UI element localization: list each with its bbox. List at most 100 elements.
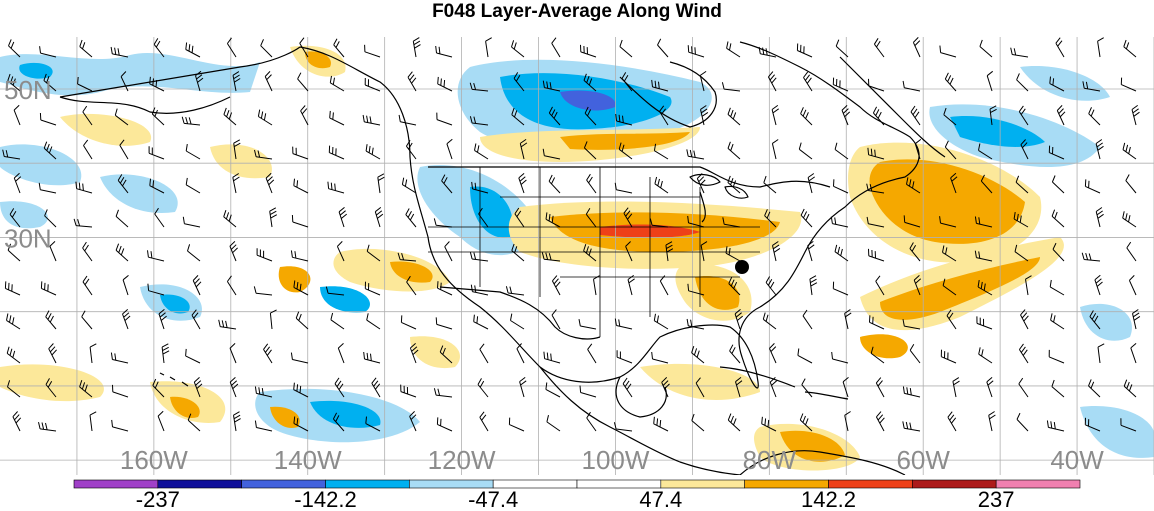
- wind-barb: [902, 421, 921, 432]
- wind-barb: [627, 274, 635, 296]
- wind-barb: [952, 377, 960, 398]
- wind-barb: [441, 174, 453, 194]
- wind-barb: [8, 39, 21, 58]
- wind-barb: [546, 414, 561, 432]
- wind-barb: [409, 411, 417, 432]
- wind-barb: [469, 252, 489, 262]
- wind-barb: [545, 212, 561, 228]
- wind-barb: [977, 280, 993, 296]
- wind-barb: [49, 241, 57, 262]
- wind-barb: [1123, 379, 1137, 398]
- wind-barb: [290, 250, 309, 262]
- wind-barb: [82, 241, 93, 262]
- wind-barb: [297, 72, 309, 92]
- wind-barb: [1095, 207, 1104, 228]
- wind-barb: [1018, 105, 1029, 126]
- wind-barb: [337, 343, 345, 364]
- wind-barb: [263, 343, 273, 364]
- wind-barb: [939, 45, 957, 58]
- wind-barb: [842, 377, 849, 398]
- wind-barb: [513, 72, 525, 92]
- wind-barb: [334, 377, 345, 398]
- wind-barb: [798, 142, 813, 160]
- wind-barb: [293, 416, 309, 432]
- wind-barb: [1089, 310, 1101, 330]
- wind-barb: [120, 71, 129, 92]
- wind-barb: [946, 309, 957, 330]
- wind-barb: [974, 250, 993, 262]
- wind-barb: [182, 216, 201, 228]
- colorbar-tick-label: -142.2: [294, 487, 356, 511]
- wind-barb: [695, 377, 705, 398]
- wind-barb: [473, 314, 489, 330]
- wind-barb: [518, 173, 527, 194]
- wind-barb: [39, 46, 57, 58]
- wind-barb: [437, 76, 453, 92]
- wind-barb: [265, 172, 275, 194]
- wind-barb: [654, 176, 669, 194]
- wind-barb: [187, 413, 201, 432]
- coastline-mexico-gulf: [615, 376, 667, 418]
- wind-barb: [1120, 77, 1137, 92]
- wind-barb: [914, 139, 922, 160]
- wind-barb: [583, 244, 597, 262]
- wind-barb: [398, 114, 417, 126]
- wind-barb: [226, 37, 237, 58]
- wind-barb: [687, 283, 705, 296]
- wind-barb: [542, 80, 561, 92]
- lat-label: 30N: [4, 223, 52, 253]
- wind-barb: [765, 276, 777, 296]
- wind-barb: [13, 172, 22, 194]
- wind-barb: [944, 72, 957, 92]
- wind-barb: [257, 109, 273, 126]
- wind-barb: [40, 281, 57, 296]
- wind-barb: [409, 343, 419, 364]
- wind-barb: [686, 149, 705, 160]
- wind-barb: [978, 347, 993, 364]
- wind-barb: [800, 208, 813, 228]
- wind-barb: [623, 207, 633, 228]
- wind-barb: [583, 141, 597, 160]
- wind-barb: [727, 413, 741, 432]
- wind-barb: [1048, 349, 1065, 364]
- wind-barb: [81, 310, 93, 330]
- wind-barb: [510, 313, 525, 330]
- wind-barb: [585, 208, 597, 228]
- wind-barb: [290, 352, 309, 364]
- wind-barb: [366, 244, 381, 262]
- wind-barb: [735, 377, 743, 398]
- wind-barb: [1049, 76, 1065, 92]
- wind-barb: [700, 105, 709, 126]
- wind-barb: [1020, 309, 1029, 330]
- wind-barb: [988, 411, 996, 432]
- wind-barb: [187, 244, 201, 262]
- wind-barb: [149, 178, 165, 194]
- wind-barb: [435, 45, 453, 58]
- wind-barb: [7, 73, 21, 92]
- wind-barb: [979, 39, 993, 58]
- colorbar-tick-label: -237: [136, 487, 180, 511]
- wind-barb: [185, 42, 201, 58]
- wind-barb: [873, 38, 885, 58]
- wind-barb: [653, 143, 669, 160]
- wind-barb: [657, 38, 669, 58]
- wind-barb: [653, 313, 669, 330]
- coastline-alaska: [59, 46, 301, 114]
- wind-barb: [112, 384, 129, 398]
- wind-barb: [12, 411, 22, 432]
- wind-barb: [725, 246, 741, 262]
- wind-barb: [902, 386, 921, 398]
- wind-barb: [1014, 244, 1029, 262]
- wind-barb: [514, 207, 525, 228]
- wind-barb: [944, 140, 957, 160]
- wind-barb: [362, 114, 381, 126]
- shade-area: [160, 294, 190, 314]
- wind-barb: [542, 148, 561, 160]
- wind-barb: [870, 346, 885, 364]
- wind-barb: [974, 216, 993, 228]
- wind-barb: [721, 82, 741, 92]
- wind-barb: [551, 37, 561, 58]
- wind-barb: [110, 46, 129, 58]
- shade-area: [19, 62, 53, 79]
- wind-barb: [803, 71, 813, 92]
